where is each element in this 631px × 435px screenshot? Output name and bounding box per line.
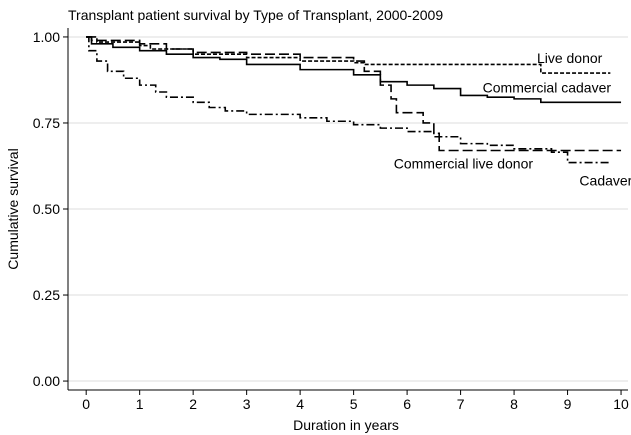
x-tick-label: 0: [82, 396, 90, 412]
x-tick-label: 6: [403, 396, 411, 412]
series-label: Live donor: [537, 50, 603, 66]
chart-title: Transplant patient survival by Type of T…: [68, 7, 443, 23]
series-label: Commercial cadaver: [483, 79, 612, 95]
series-label: Commercial live donor: [394, 156, 534, 172]
x-tick-label: 9: [564, 396, 572, 412]
series-label: Cadaver: [579, 173, 631, 189]
y-tick-label: 0.50: [33, 201, 60, 217]
y-tick-label: 0.75: [33, 115, 60, 131]
x-tick-label: 10: [613, 396, 629, 412]
x-tick-label: 4: [296, 396, 304, 412]
survival-line: [86, 36, 622, 104]
survival-line: [86, 36, 611, 74]
x-tick-label: 2: [189, 396, 197, 412]
x-tick-label: 3: [243, 396, 251, 412]
x-tick-label: 5: [350, 396, 358, 412]
y-tick-label: 0.25: [33, 287, 60, 303]
survival-line: [86, 36, 622, 152]
x-tick-label: 7: [457, 396, 465, 412]
y-axis-label: Cumulative survival: [5, 148, 21, 269]
x-tick-label: 1: [136, 396, 144, 412]
x-axis-label: Duration in years: [293, 417, 399, 433]
y-tick-label: 1.00: [33, 29, 60, 45]
y-tick-label: 0.00: [33, 373, 60, 389]
survival-line: [86, 36, 611, 164]
x-tick-label: 8: [510, 396, 518, 412]
